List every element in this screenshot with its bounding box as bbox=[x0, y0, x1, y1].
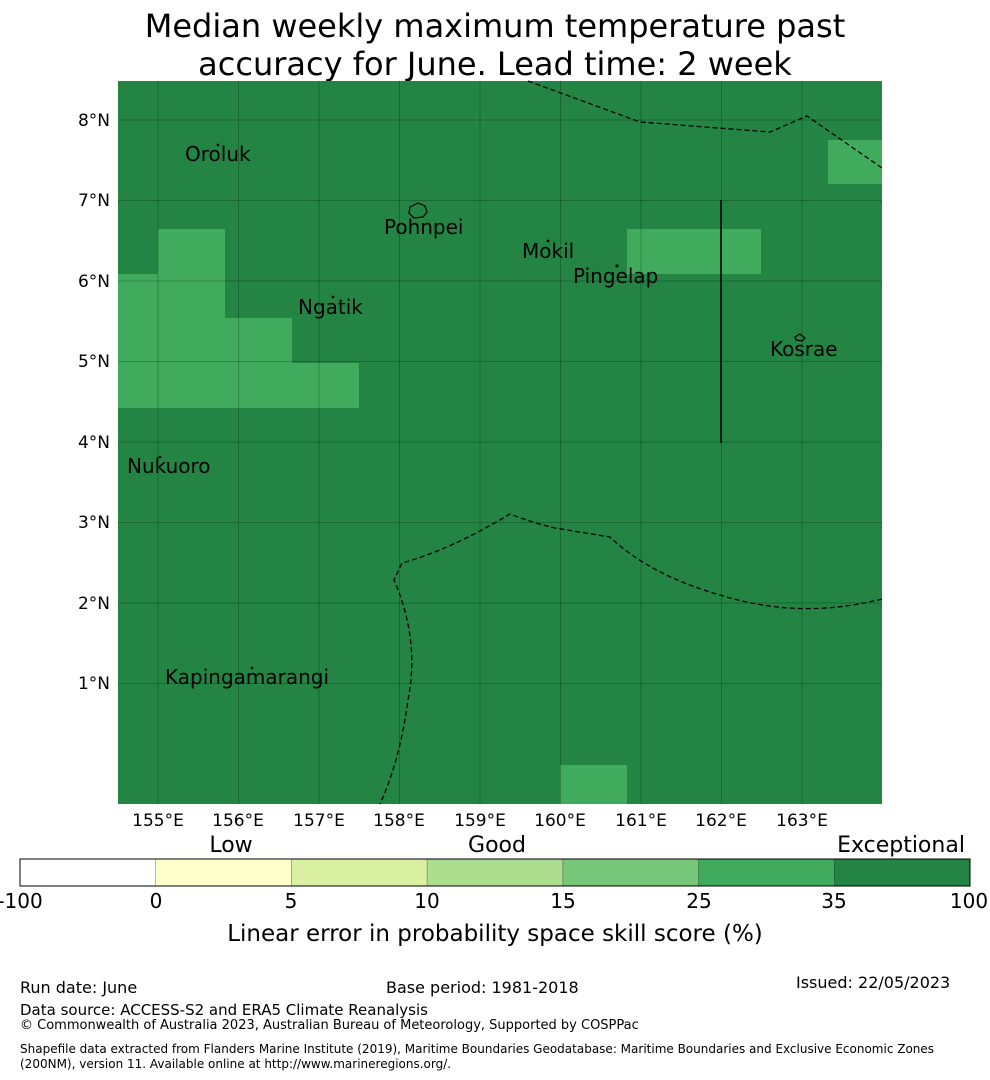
place-label-pingelap: Pingelap bbox=[573, 264, 658, 288]
skill-cell bbox=[627, 229, 761, 274]
legend-category-exceptional: Exceptional bbox=[837, 833, 965, 858]
colorbar-segment bbox=[562, 858, 699, 887]
colorbar-segment bbox=[698, 858, 835, 887]
issued-date: Issued: 22/05/2023 bbox=[796, 973, 951, 992]
place-label-oroluk: Oroluk bbox=[185, 142, 251, 166]
lat-label: 4°N bbox=[78, 433, 110, 453]
colorbar-tick-label: 100 bbox=[950, 889, 988, 913]
colorbar-label: Linear error in probability space skill … bbox=[227, 921, 763, 947]
lon-label: 160°E bbox=[534, 811, 586, 831]
colorbar-tick-label: 0 bbox=[150, 889, 163, 913]
skill-cell bbox=[560, 765, 627, 804]
lat-label: 1°N bbox=[78, 674, 110, 694]
chart-title-line-2: accuracy for June. Lead time: 2 week bbox=[198, 45, 792, 83]
colorbar-tick-label: 15 bbox=[550, 889, 575, 913]
colorbar-tick-label: 35 bbox=[821, 889, 846, 913]
islands bbox=[158, 143, 806, 670]
ngatik-island-outline bbox=[331, 295, 335, 299]
copyright: © Commonwealth of Australia 2023, Austra… bbox=[20, 1018, 639, 1033]
lon-label: 159°E bbox=[454, 811, 506, 831]
colorbar-segment bbox=[426, 858, 564, 887]
colorbar-segment bbox=[833, 858, 971, 887]
legend-category-low: Low bbox=[209, 833, 252, 858]
legend-category-good: Good bbox=[468, 833, 526, 858]
gridlines bbox=[118, 81, 882, 804]
eez-boundary-north bbox=[527, 80, 883, 169]
lon-label: 161°E bbox=[615, 811, 667, 831]
pohnpei-island-outline bbox=[408, 202, 428, 219]
base-period: Base period: 1981-2018 bbox=[386, 978, 579, 997]
lon-label: 162°E bbox=[695, 811, 747, 831]
place-label-kapingamarangi: Kapingamarangi bbox=[165, 665, 329, 689]
run-date: Run date: June bbox=[20, 978, 138, 997]
place-label-mokil: Mokil bbox=[522, 239, 574, 263]
lon-label: 163°E bbox=[776, 811, 828, 831]
oroluk-island-outline bbox=[216, 143, 220, 147]
colorbar-tick-label: 10 bbox=[414, 889, 439, 913]
colorbar-ticks: -100 0 5 10 15 25 35 100 bbox=[0, 889, 988, 913]
skill-cells bbox=[118, 140, 882, 804]
skill-cell bbox=[118, 363, 359, 408]
colorbar-segment bbox=[155, 858, 292, 887]
place-label-kosrae: Kosrae bbox=[770, 337, 838, 361]
lat-label: 7°N bbox=[78, 191, 110, 211]
chart-title-line-1: Median weekly maximum temperature past bbox=[144, 7, 846, 45]
colorbar-segment bbox=[291, 858, 428, 887]
lat-label: 5°N bbox=[78, 352, 110, 372]
lon-label: 155°E bbox=[132, 811, 184, 831]
colorbar-segment bbox=[19, 858, 157, 887]
skill-cell bbox=[158, 229, 225, 274]
place-label-ngatik: Ngatik bbox=[298, 295, 363, 319]
skill-cell bbox=[118, 318, 292, 363]
shapefile-credit-line-2: (200NM), version 11. Available online at… bbox=[20, 1057, 452, 1071]
nukuoro-island-outline bbox=[158, 455, 162, 459]
longitude-axis: 155°E 156°E 157°E 158°E 159°E 160°E 161°… bbox=[132, 811, 828, 831]
lat-label: 2°N bbox=[78, 594, 110, 614]
mokil-island-outline bbox=[546, 239, 550, 243]
kosrae-island-outline bbox=[794, 333, 806, 342]
lon-label: 158°E bbox=[373, 811, 425, 831]
colorbar-frame bbox=[19, 858, 971, 887]
lat-label: 6°N bbox=[78, 272, 110, 292]
skill-cell bbox=[118, 274, 225, 319]
shapefile-credit-line-1: Shapefile data extracted from Flanders M… bbox=[20, 1042, 935, 1056]
lat-label: 8°N bbox=[78, 111, 110, 131]
colorbar-tick-label: -100 bbox=[0, 889, 43, 913]
place-labels: Oroluk Pohnpei Mokil Pingelap Ngatik Kos… bbox=[127, 142, 838, 689]
place-label-pohnpei: Pohnpei bbox=[384, 215, 464, 239]
legend-categories: Low Good Exceptional bbox=[209, 833, 965, 858]
lat-label: 3°N bbox=[78, 513, 110, 533]
lon-label: 157°E bbox=[293, 811, 345, 831]
kapingamarangi-island-outline bbox=[250, 666, 254, 670]
colorbar-tick-label: 5 bbox=[285, 889, 298, 913]
map-area bbox=[118, 81, 882, 804]
eez-boundaries bbox=[379, 80, 883, 805]
pingelap-island-outline bbox=[615, 264, 619, 268]
data-source: Data source: ACCESS-S2 and ERA5 Climate … bbox=[20, 1001, 428, 1019]
colorbar bbox=[19, 858, 971, 887]
lon-label: 156°E bbox=[212, 811, 264, 831]
latitude-axis: 8°N 7°N 6°N 5°N 4°N 3°N 2°N 1°N bbox=[78, 111, 110, 694]
place-label-nukuoro: Nukuoro bbox=[127, 454, 211, 478]
eez-boundary-south bbox=[379, 513, 883, 805]
colorbar-tick-label: 25 bbox=[686, 889, 711, 913]
